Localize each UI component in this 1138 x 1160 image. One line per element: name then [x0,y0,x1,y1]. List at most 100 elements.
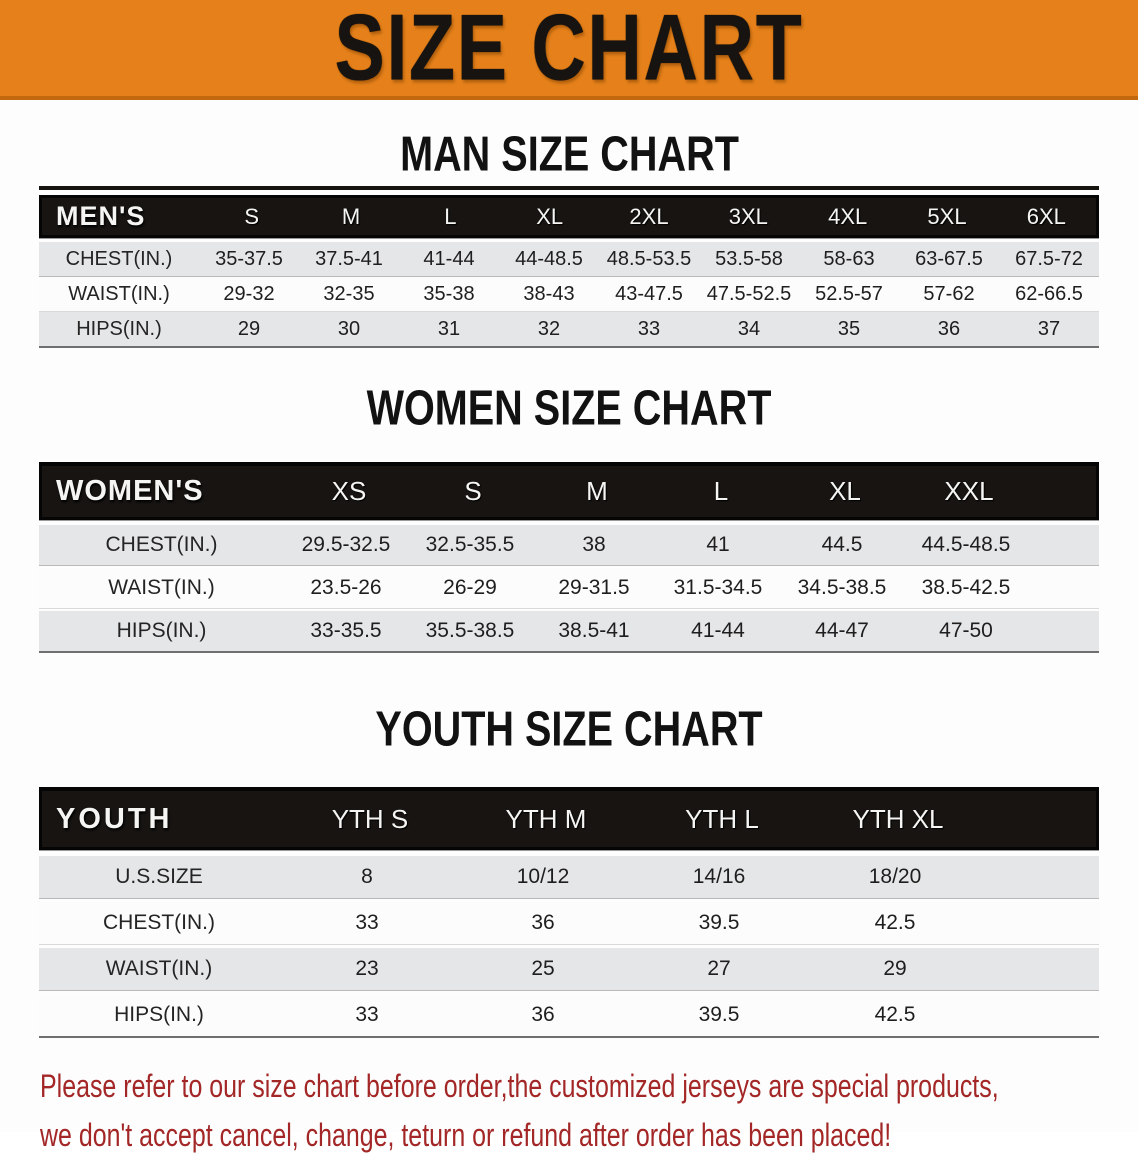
measurement-value: 14/16 [692,865,746,888]
measurement-row: HIPS(IN.) 33 36 39.5 42.5 [39,994,1099,1036]
women-section-heading-text: WOMEN SIZE CHART [366,379,772,436]
measurement-value: 35.5-38.5 [425,619,515,642]
men-section: MAN SIZE CHART MEN'S S M L XL 2XL 3XL 4XL 5XL 6XL… [0,125,1138,346]
measurement-value: 33-35.5 [310,619,382,642]
size-column-header: S [464,476,482,506]
youth-table-header-row: YOUTH YTH S YTH M YTH L YTH XL [39,787,1099,850]
size-column-header: XXL [944,476,994,506]
measurement-value: 36 [937,317,961,340]
measurement-value: 8 [361,865,373,888]
measurement-value: 31.5-34.5 [673,576,763,599]
measurement-value: 32.5-35.5 [425,533,515,556]
measurement-value: 34.5-38.5 [797,576,887,599]
women-section: WOMEN SIZE CHART WOMEN'S XS S M L XL XXL CHEST… [0,379,1138,651]
measurement-value: 29-31.5 [558,576,630,599]
men-size-table: MEN'S S M L XL 2XL 3XL 4XL 5XL 6XL CHEST(IN.) 35-3… [39,186,1099,346]
men-section-heading: MAN SIZE CHART [0,125,1138,182]
size-column-header: 3XL [728,203,768,229]
table-corner-label: YOUTH [56,802,173,835]
measurement-value: 36 [531,911,555,934]
disclaimer-line-2: we don't accept cancel, change, teturn o… [40,1117,892,1153]
measurement-value: 38 [582,533,606,556]
measurement-value: 39.5 [698,1003,740,1026]
measurement-value: 39.5 [698,911,740,934]
youth-section: YOUTH SIZE CHART YOUTH YTH S YTH M YTH L YTH… [0,700,1138,1036]
measurement-value: 41-44 [691,619,745,642]
measurement-row: CHEST(IN.) 29.5-32.5 32.5-35.5 38 41 44.5 44.5… [39,525,1099,565]
measurement-value: 18/20 [868,865,922,888]
table-top-rule [39,186,1099,190]
measurement-value: 33 [355,1003,379,1026]
row-label: HIPS(IN.) [114,1003,204,1026]
women-size-table: WOMEN'S XS S M L XL XXL CHEST(IN.) 29.5-32.5 32.… [39,462,1099,651]
row-label: HIPS(IN.) [76,317,162,340]
size-column-header: YTH L [685,803,759,834]
disclaimer: Please refer to our size chart before or… [0,1062,1138,1160]
measurement-row: WAIST(IN.) 23.5-26 26-29 29-31.5 31.5-34.5 34… [39,568,1099,608]
table-corner-label: MEN'S [56,201,146,231]
measurement-row: U.S.SIZE 8 10/12 14/16 18/20 [39,856,1099,898]
measurement-value: 52.5-57 [815,282,883,305]
measurement-value: 37.5-41 [315,247,383,270]
measurement-value: 31 [437,317,461,340]
measurement-value: 58-63 [823,247,875,270]
measurement-value: 42.5 [874,911,916,934]
measurement-value: 36 [531,1003,555,1026]
measurement-row: HIPS(IN.) 33-35.5 35.5-38.5 38.5-41 41-44 44-… [39,611,1099,651]
measurement-value: 29 [883,957,907,980]
size-column-header: L [444,203,457,229]
measurement-value: 35 [837,317,861,340]
measurement-row: WAIST(IN.) 23 25 27 29 [39,948,1099,990]
measurement-value: 62-66.5 [1015,282,1083,305]
size-column-header: M [586,476,608,506]
youth-size-table: YOUTH YTH S YTH M YTH L YTH XL U.S.SIZE 8 10/1… [39,787,1099,1036]
measurement-value: 44-47 [815,619,869,642]
measurement-value: 26-29 [443,576,497,599]
measurement-row: WAIST(IN.) 29-32 32-35 35-38 38-43 43-47.5 47.… [39,277,1099,311]
size-column-header: L [713,476,729,506]
measurement-row: HIPS(IN.) 29 30 31 32 33 34 35 36 37 [39,312,1099,346]
page-title: SIZE CHART [334,0,804,100]
size-column-header: YTH XL [852,803,944,834]
measurement-value: 35-37.5 [215,247,283,270]
measurement-value: 25 [531,957,555,980]
measurement-value: 32-35 [323,282,375,305]
measurement-value: 38.5-41 [558,619,630,642]
size-column-header: M [341,203,361,229]
measurement-value: 35-38 [423,282,475,305]
measurement-value: 42.5 [874,1003,916,1026]
measurement-value: 63-67.5 [915,247,983,270]
banner: SIZE CHART [0,0,1138,100]
measurement-value: 38-43 [523,282,575,305]
measurement-value: 33 [637,317,661,340]
measurement-value: 27 [707,957,731,980]
men-table-header-row: MEN'S S M L XL 2XL 3XL 4XL 5XL 6XL [39,195,1099,238]
measurement-value: 10/12 [516,865,570,888]
youth-section-heading: YOUTH SIZE CHART [0,700,1138,763]
size-column-header: 6XL [1026,203,1066,229]
measurement-value: 53.5-58 [715,247,783,270]
measurement-value: 33 [355,911,379,934]
women-table-header-row: WOMEN'S XS S M L XL XXL [39,462,1099,520]
measurement-value: 44-48.5 [515,247,583,270]
women-section-heading: WOMEN SIZE CHART [0,379,1138,440]
measurement-value: 23.5-26 [310,576,382,599]
measurement-value: 32 [537,317,561,340]
measurement-value: 37 [1037,317,1061,340]
youth-section-heading-text: YOUTH SIZE CHART [375,700,763,757]
measurement-value: 57-62 [923,282,975,305]
size-column-header: 5XL [927,203,967,229]
measurement-value: 30 [337,317,361,340]
measurement-row: CHEST(IN.) 33 36 39.5 42.5 [39,902,1099,944]
size-column-header: 4XL [828,203,868,229]
size-column-header: XL [829,476,861,506]
size-column-header: YTH M [505,803,587,834]
size-column-header: S [244,203,259,229]
row-label: WAIST(IN.) [68,282,170,305]
measurement-value: 41 [706,533,730,556]
measurement-value: 41-44 [423,247,475,270]
row-label: HIPS(IN.) [116,619,207,642]
row-label: CHEST(IN.) [65,247,173,270]
measurement-value: 43-47.5 [615,282,683,305]
row-label: CHEST(IN.) [105,533,218,556]
